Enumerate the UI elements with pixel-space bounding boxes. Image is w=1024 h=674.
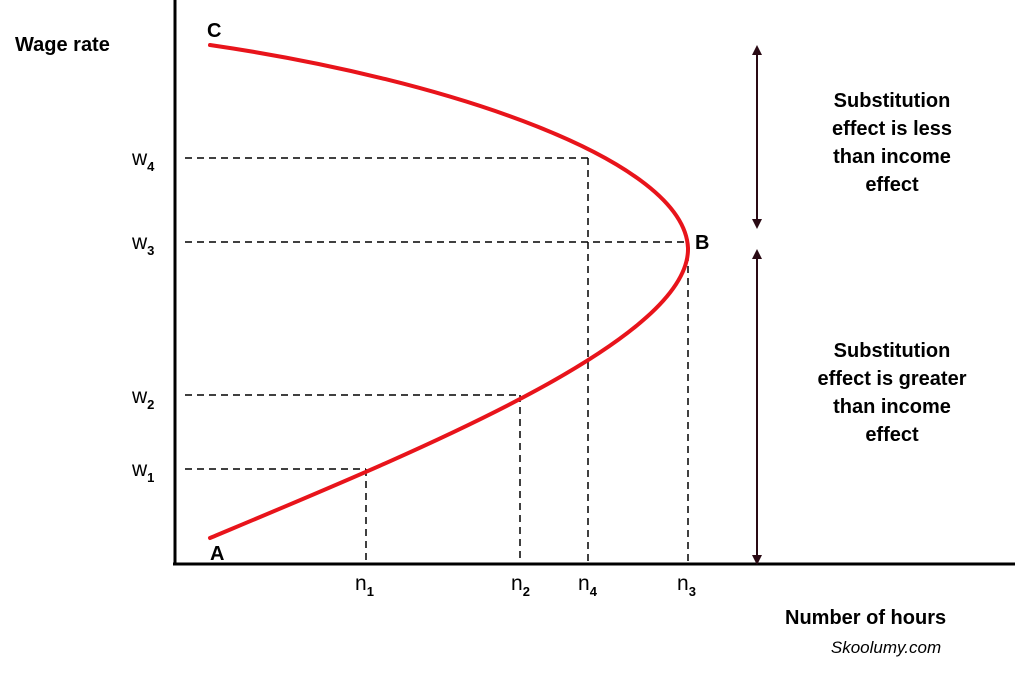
upper-effect-note: Substitution effect is less than income …	[832, 90, 952, 196]
svg-text:effect: effect	[865, 424, 919, 446]
x-axis-label: Number of hours	[785, 607, 946, 629]
svg-text:than income: than income	[833, 146, 951, 168]
svg-text:Substitution: Substitution	[834, 90, 951, 112]
y-tick-w3: w3	[131, 231, 154, 258]
svg-text:than income: than income	[833, 396, 951, 418]
point-a-label: A	[210, 543, 224, 565]
labour-supply-curve	[208, 43, 691, 540]
x-tick-n3: n3	[677, 572, 696, 599]
point-b-label: B	[695, 232, 709, 254]
x-tick-n1: n1	[355, 572, 374, 599]
svg-text:effect is greater: effect is greater	[818, 368, 967, 390]
y-tick-w4: w4	[131, 147, 155, 174]
x-tick-n2: n2	[511, 572, 530, 599]
svg-text:effect: effect	[865, 174, 919, 196]
lower-effect-note: Substitution effect is greater than inco…	[818, 340, 967, 446]
y-tick-w1: w1	[131, 458, 154, 485]
y-tick-w2: w2	[131, 385, 154, 412]
site-credit: Skoolumy.com	[831, 638, 941, 657]
point-c-label: C	[207, 20, 221, 42]
x-tick-n4: n4	[578, 572, 598, 599]
svg-text:effect is less: effect is less	[832, 118, 952, 140]
y-axis-label: Wage rate	[15, 34, 110, 56]
svg-text:Substitution: Substitution	[834, 340, 951, 362]
guide-lines	[185, 157, 689, 564]
